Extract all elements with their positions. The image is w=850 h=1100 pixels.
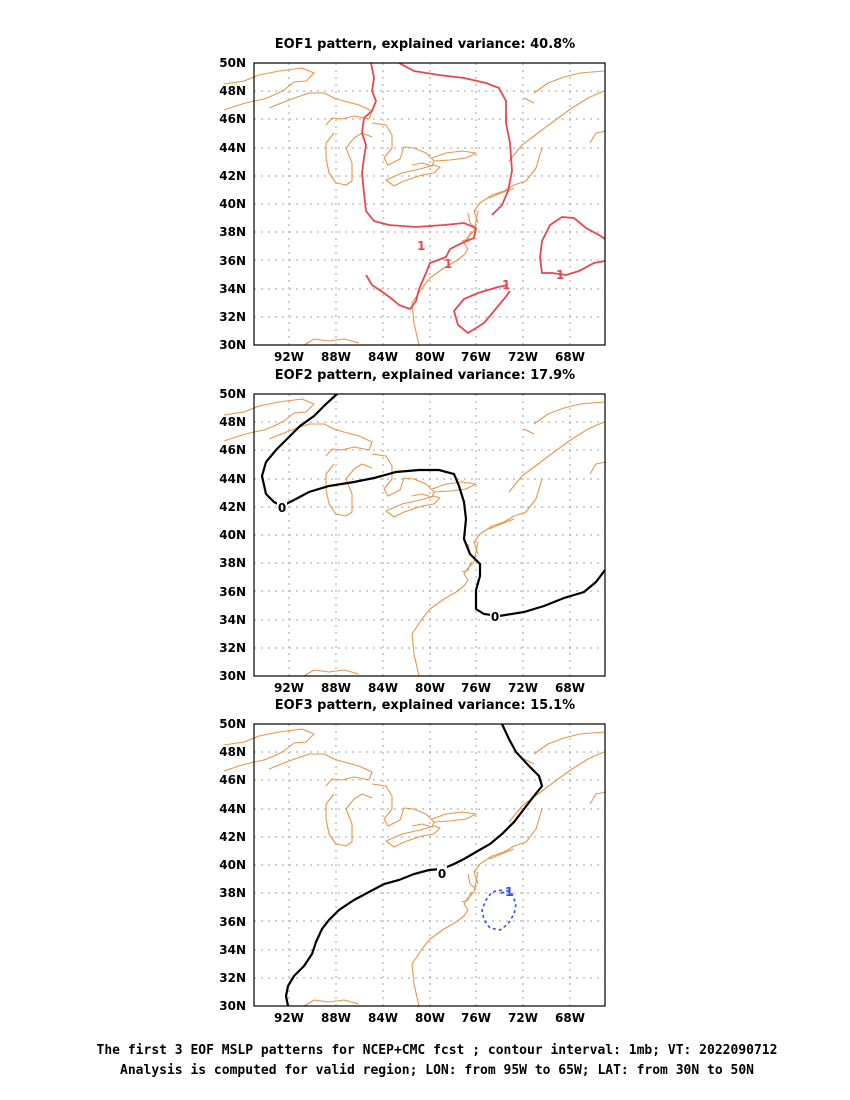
lat-tick: 42N	[219, 500, 246, 514]
lon-tick: 92W	[274, 350, 304, 364]
lat-tick: 46N	[219, 112, 246, 126]
panel3-frame	[253, 723, 606, 1007]
lon-tick: 68W	[555, 350, 585, 364]
lon-tick: 88W	[321, 1011, 351, 1025]
lon-tick: 80W	[415, 681, 445, 695]
lon-tick: 84W	[368, 681, 398, 695]
lon-tick: 92W	[274, 681, 304, 695]
panel3-map: 0 -1	[223, 723, 607, 1007]
lon-tick: 68W	[555, 681, 585, 695]
lat-tick: 32N	[219, 971, 246, 985]
panel2-lat-labels: 50N 48N 46N 44N 42N 40N 38N 36N 34N 32N …	[219, 387, 246, 683]
lat-tick: 30N	[219, 669, 246, 683]
panel1-contour-1a	[361, 62, 478, 311]
lat-tick: 48N	[219, 745, 246, 759]
panel3-title: EOF3 pattern, explained variance: 15.1%	[275, 698, 575, 713]
lon-tick: 76W	[461, 350, 491, 364]
panel2-label-bg	[277, 500, 287, 513]
lat-tick: 40N	[219, 858, 246, 872]
lat-tick: 44N	[219, 472, 246, 486]
panel3-label-bg	[437, 866, 447, 879]
lat-tick: 44N	[219, 802, 246, 816]
lat-tick: 38N	[219, 886, 246, 900]
lat-tick: 42N	[219, 830, 246, 844]
panel2-lon-labels: 92W 88W 84W 80W 76W 72W 68W	[274, 681, 585, 695]
lon-tick: 88W	[321, 681, 351, 695]
lon-tick: 72W	[508, 681, 538, 695]
panel3-contour-label: -1	[500, 885, 513, 899]
lat-tick: 50N	[219, 56, 246, 70]
lat-tick: 36N	[219, 254, 246, 268]
lat-tick: 48N	[219, 415, 246, 429]
panel3-contour-neg1	[481, 889, 517, 931]
panel2-contour-0b	[498, 569, 606, 618]
panel2-contour-0a	[260, 393, 500, 618]
panel1-contour-1d	[539, 216, 606, 276]
lat-tick: 30N	[219, 999, 246, 1013]
panel3-coastlines	[223, 728, 607, 1007]
panel2-contour-label: 0	[278, 501, 286, 515]
lon-tick: 92W	[274, 1011, 304, 1025]
panel1-frame	[253, 62, 606, 346]
panel2-frame	[253, 393, 606, 677]
lat-tick: 50N	[219, 717, 246, 731]
lon-tick: 84W	[368, 350, 398, 364]
lon-tick: 76W	[461, 1011, 491, 1025]
caption-line2: Analysis is computed for valid region; L…	[120, 1063, 754, 1078]
panel1-lat-labels: 50N 48N 46N 44N 42N 40N 38N 36N 34N 32N …	[219, 56, 246, 352]
lat-tick: 34N	[219, 943, 246, 957]
panel1-lon-labels: 92W 88W 84W 80W 76W 72W 68W	[274, 350, 585, 364]
lat-tick: 48N	[219, 84, 246, 98]
lat-tick: 32N	[219, 641, 246, 655]
panel3-contour-label: 0	[438, 867, 446, 881]
lat-tick: 44N	[219, 141, 246, 155]
lon-tick: 80W	[415, 1011, 445, 1025]
lat-tick: 46N	[219, 443, 246, 457]
lon-tick: 80W	[415, 350, 445, 364]
panel2-contour-label: 0	[491, 610, 499, 624]
lat-tick: 40N	[219, 197, 246, 211]
panel1-contour-1b	[398, 62, 513, 216]
panel3-contour-0	[284, 723, 544, 1007]
panel3-lon-labels: 92W 88W 84W 80W 76W 72W 68W	[274, 1011, 585, 1025]
lat-tick: 50N	[219, 387, 246, 401]
lat-tick: 36N	[219, 585, 246, 599]
lat-tick: 36N	[219, 915, 246, 929]
lon-tick: 72W	[508, 350, 538, 364]
panel1-contour-label: 1	[417, 239, 425, 253]
lat-tick: 34N	[219, 282, 246, 296]
panel1-map: 1 1 1 1	[223, 62, 607, 346]
lat-tick: 38N	[219, 225, 246, 239]
panel2-label-bg	[490, 609, 500, 622]
caption-line1: The first 3 EOF MSLP patterns for NCEP+C…	[97, 1043, 778, 1058]
lon-tick: 72W	[508, 1011, 538, 1025]
lon-tick: 76W	[461, 681, 491, 695]
lat-tick: 34N	[219, 613, 246, 627]
panel1-contour-label: 1	[556, 268, 564, 282]
panel2-title: EOF2 pattern, explained variance: 17.9%	[275, 368, 575, 383]
panel3-grid	[254, 724, 605, 1006]
panel1-title: EOF1 pattern, explained variance: 40.8%	[275, 37, 575, 52]
lat-tick: 42N	[219, 169, 246, 183]
lat-tick: 38N	[219, 556, 246, 570]
lat-tick: 46N	[219, 773, 246, 787]
panel3-lat-labels: 50N 48N 46N 44N 42N 40N 38N 36N 34N 32N …	[219, 717, 246, 1013]
lon-tick: 84W	[368, 1011, 398, 1025]
lon-tick: 88W	[321, 350, 351, 364]
lat-tick: 30N	[219, 338, 246, 352]
panel1-contour-label: 1	[444, 257, 452, 271]
panel2-map: 0 0	[223, 393, 607, 677]
panel2-grid	[254, 394, 605, 676]
panel1-contour-1c	[453, 284, 511, 335]
panel2-coastlines	[223, 398, 607, 677]
panel1-contour-label: 1	[502, 278, 510, 292]
lat-tick: 32N	[219, 310, 246, 324]
panel1-grid	[254, 63, 605, 345]
lon-tick: 68W	[555, 1011, 585, 1025]
lat-tick: 40N	[219, 528, 246, 542]
